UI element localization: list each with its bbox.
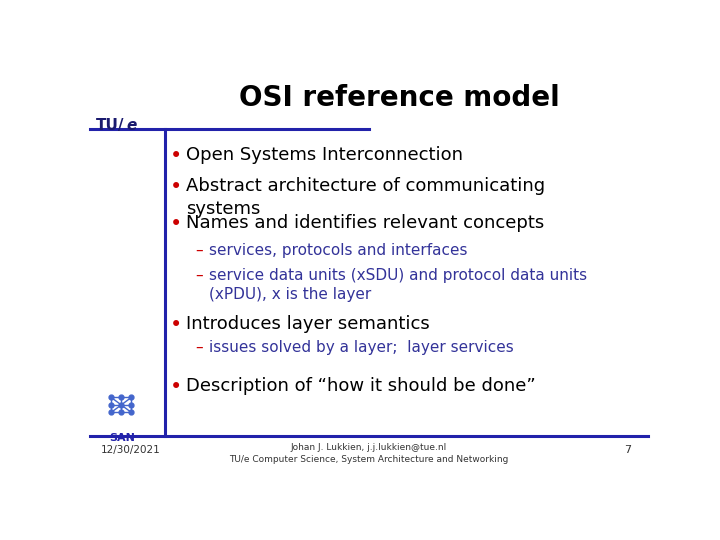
Text: service data units (xSDU) and protocol data units
(xPDU), x is the layer: service data units (xSDU) and protocol d… — [209, 268, 587, 302]
Text: –: – — [195, 340, 202, 355]
Text: 12/30/2021: 12/30/2021 — [101, 446, 161, 455]
Text: •: • — [171, 377, 183, 397]
Text: •: • — [171, 177, 183, 197]
Text: Names and identifies relevant concepts: Names and identifies relevant concepts — [186, 214, 544, 233]
Text: OSI reference model: OSI reference model — [239, 84, 560, 112]
Text: Introduces layer semantics: Introduces layer semantics — [186, 315, 430, 333]
Text: •: • — [171, 315, 183, 335]
Text: Description of “how it should be done”: Description of “how it should be done” — [186, 377, 536, 395]
Text: SAN: SAN — [109, 433, 135, 443]
Text: –: – — [195, 243, 202, 258]
Text: •: • — [171, 214, 183, 234]
Text: •: • — [171, 146, 183, 166]
Text: TU/: TU/ — [96, 118, 124, 133]
Text: Abstract architecture of communicating
systems: Abstract architecture of communicating s… — [186, 177, 545, 218]
Text: Open Systems Interconnection: Open Systems Interconnection — [186, 146, 463, 164]
Text: e: e — [126, 118, 137, 133]
Text: –: – — [195, 268, 202, 283]
Text: 7: 7 — [624, 446, 631, 455]
Text: Johan J. Lukkien, j.j.lukkien@tue.nl
TU/e Computer Science, System Architecture : Johan J. Lukkien, j.j.lukkien@tue.nl TU/… — [229, 443, 509, 464]
Text: services, protocols and interfaces: services, protocols and interfaces — [209, 243, 467, 258]
Text: issues solved by a layer;  layer services: issues solved by a layer; layer services — [209, 340, 513, 355]
